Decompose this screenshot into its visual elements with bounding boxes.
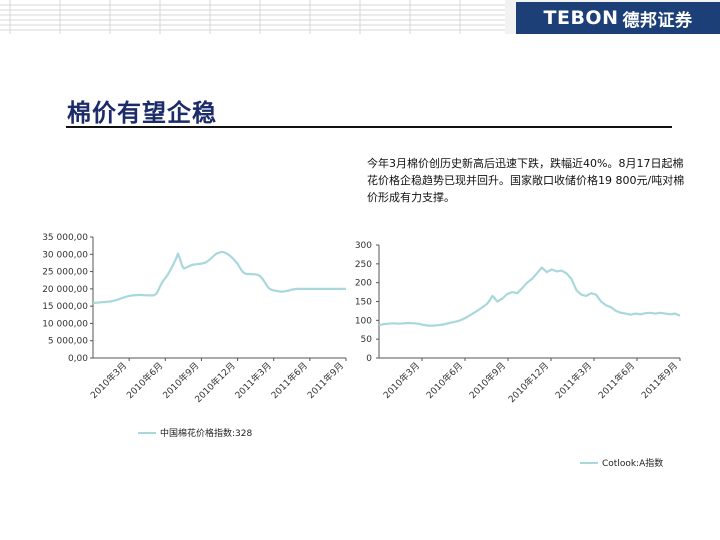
legend-label: Cotlook:A指数 — [602, 457, 663, 469]
title-underline — [66, 126, 672, 128]
x-tick-label: 2010年6月 — [124, 360, 165, 401]
y-tick-label: 300 — [355, 241, 372, 251]
y-tick-label: 15 000,00 — [42, 302, 88, 312]
x-tick-label: 2010年9月 — [467, 360, 508, 401]
x-tick-label: 2011年3月 — [553, 360, 594, 401]
y-tick-label: 200 — [355, 279, 372, 289]
y-tick-label: 5 000,00 — [48, 337, 88, 347]
x-tick-label: 2010年3月 — [88, 360, 129, 401]
x-tick-label: 2010年6月 — [424, 360, 465, 401]
y-tick-label: 25 000,00 — [42, 268, 88, 278]
tebon-logo: TEBON 德邦证券 — [516, 2, 720, 34]
y-tick-label: 30 000,00 — [42, 250, 88, 260]
legend-label: 中国棉花价格指数:328 — [160, 427, 252, 439]
y-tick-label: 0 — [366, 354, 372, 364]
y-tick-label: 100 — [355, 316, 372, 326]
x-tick-label: 2011年6月 — [596, 360, 637, 401]
y-tick-label: 10 000,00 — [42, 319, 88, 329]
y-tick-label: 250 — [355, 260, 372, 270]
logo-cn-text: 德邦证券 — [622, 10, 693, 31]
x-tick-label: 2010年12月 — [506, 360, 552, 406]
slide-title: 棉价有望企稳 — [67, 99, 217, 127]
y-tick-label: 150 — [355, 298, 372, 308]
x-tick-label: 2011年9月 — [305, 360, 346, 401]
logo-text: TEBON — [543, 7, 619, 29]
y-tick-label: 50 — [361, 335, 373, 345]
y-tick-label: 0,00 — [68, 354, 88, 364]
x-tick-label: 2010年3月 — [381, 360, 422, 401]
y-tick-label: 35 000,00 — [42, 233, 88, 243]
x-tick-label: 2011年9月 — [639, 360, 680, 401]
x-tick-label: 2010年9月 — [160, 360, 201, 401]
series-line — [92, 250, 346, 305]
slide-note: 今年3月棉价创历史新高后迅速下跌，跌幅近40%。8月17日起棉花价格企稳趋势已现… — [367, 157, 685, 204]
y-tick-label: 20 000,00 — [42, 285, 88, 295]
x-tick-label: 2011年6月 — [269, 360, 310, 401]
series-line — [378, 266, 681, 327]
x-tick-label: 2011年3月 — [232, 360, 273, 401]
chart-cotton-index: 35 000,00 30 000,00 25 000,00 20 000,00 15 0… — [42, 233, 347, 439]
